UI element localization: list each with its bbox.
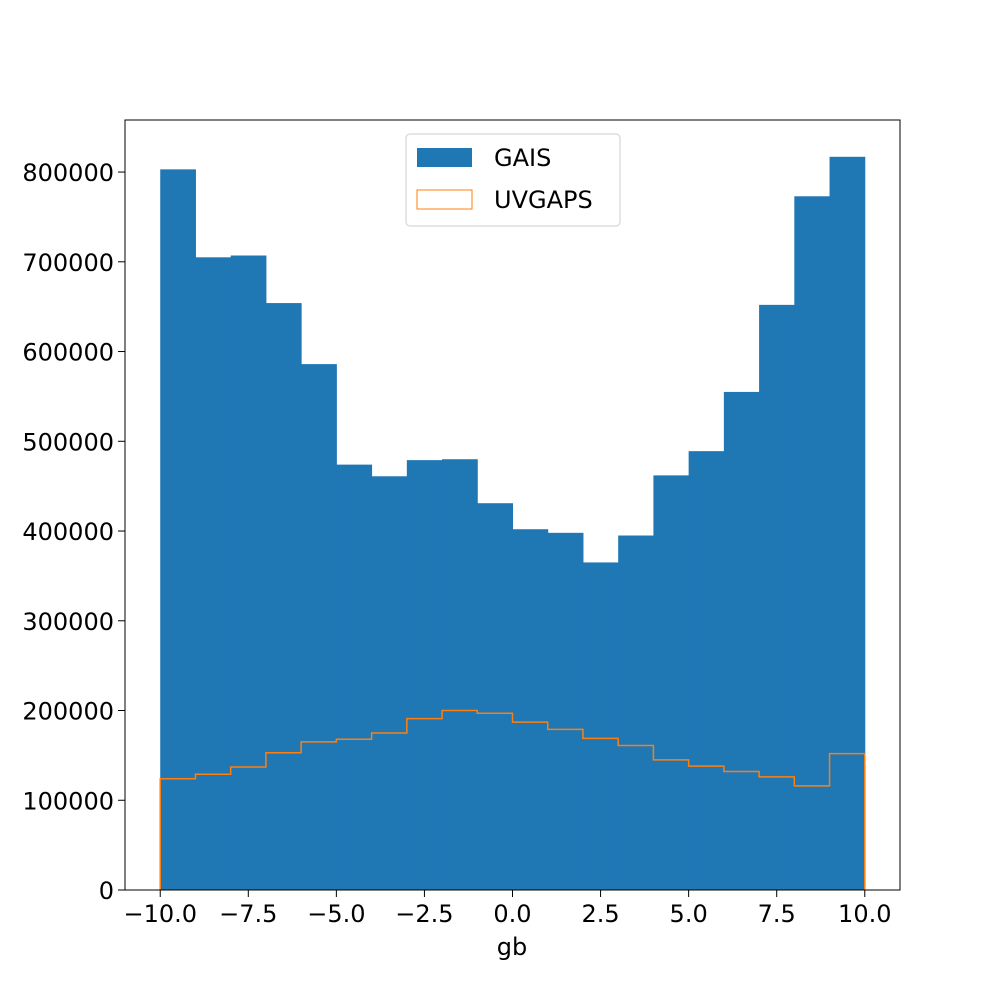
- y-tick-label: 100000: [22, 787, 114, 815]
- x-tick-label: 0.0: [493, 900, 531, 928]
- y-axis-ticks: 0 100000 200000 300000 400000 500000 600000 700…: [22, 159, 125, 905]
- gais-bar: [406, 460, 443, 890]
- x-axis-ticks: −10.0 −7.5 −5.0 −2.5 0.0 2.5 5.0 7.5 10.0: [123, 890, 891, 928]
- gais-bar: [653, 475, 690, 890]
- x-axis-label: gb: [497, 933, 527, 961]
- y-tick-label: 200000: [22, 698, 114, 726]
- x-tick-label: 2.5: [581, 900, 619, 928]
- y-tick-label: 0: [99, 877, 114, 905]
- x-tick-label: −10.0: [123, 900, 197, 928]
- gais-bar: [759, 304, 795, 890]
- gais-bar: [230, 255, 267, 890]
- gais-bar: [265, 303, 302, 891]
- gais-bar: [301, 364, 337, 891]
- gais-bar: [618, 535, 654, 890]
- y-tick-label: 300000: [22, 608, 114, 636]
- y-tick-label: 700000: [22, 249, 114, 277]
- x-tick-label: −7.5: [219, 900, 277, 928]
- gais-bar: [723, 391, 760, 890]
- gais-bar: [160, 169, 196, 890]
- gais-bar: [547, 532, 584, 890]
- legend-swatch-uvgaps: [416, 189, 473, 210]
- gais-bar: [477, 503, 513, 890]
- gais-bars: [160, 156, 866, 891]
- gais-bar: [336, 464, 373, 890]
- gais-bar: [829, 156, 866, 891]
- gais-bar: [512, 529, 549, 890]
- uvgaps-steps: [159, 709, 866, 890]
- gais-bar: [794, 196, 831, 891]
- legend-label-gais: GAIS: [494, 144, 551, 172]
- y-tick-label: 400000: [22, 518, 114, 546]
- x-tick-label: 10.0: [838, 900, 891, 928]
- gais-bar: [688, 451, 725, 890]
- y-tick-label: 500000: [22, 428, 114, 456]
- x-tick-label: 7.5: [758, 900, 796, 928]
- gais-bar: [371, 476, 408, 890]
- x-tick-label: 5.0: [670, 900, 708, 928]
- y-tick-label: 800000: [22, 159, 114, 187]
- legend-swatch-gais: [417, 148, 472, 167]
- gais-bar: [195, 257, 232, 890]
- x-tick-label: −2.5: [395, 900, 453, 928]
- gais-bar: [442, 459, 478, 890]
- uvgaps-step-line: [159, 709, 866, 890]
- legend: GAIS UVGAPS: [405, 133, 621, 227]
- legend-label-uvgaps: UVGAPS: [494, 186, 593, 214]
- y-tick-label: 600000: [22, 339, 114, 367]
- x-tick-label: −5.0: [307, 900, 365, 928]
- gais-bar: [582, 562, 619, 890]
